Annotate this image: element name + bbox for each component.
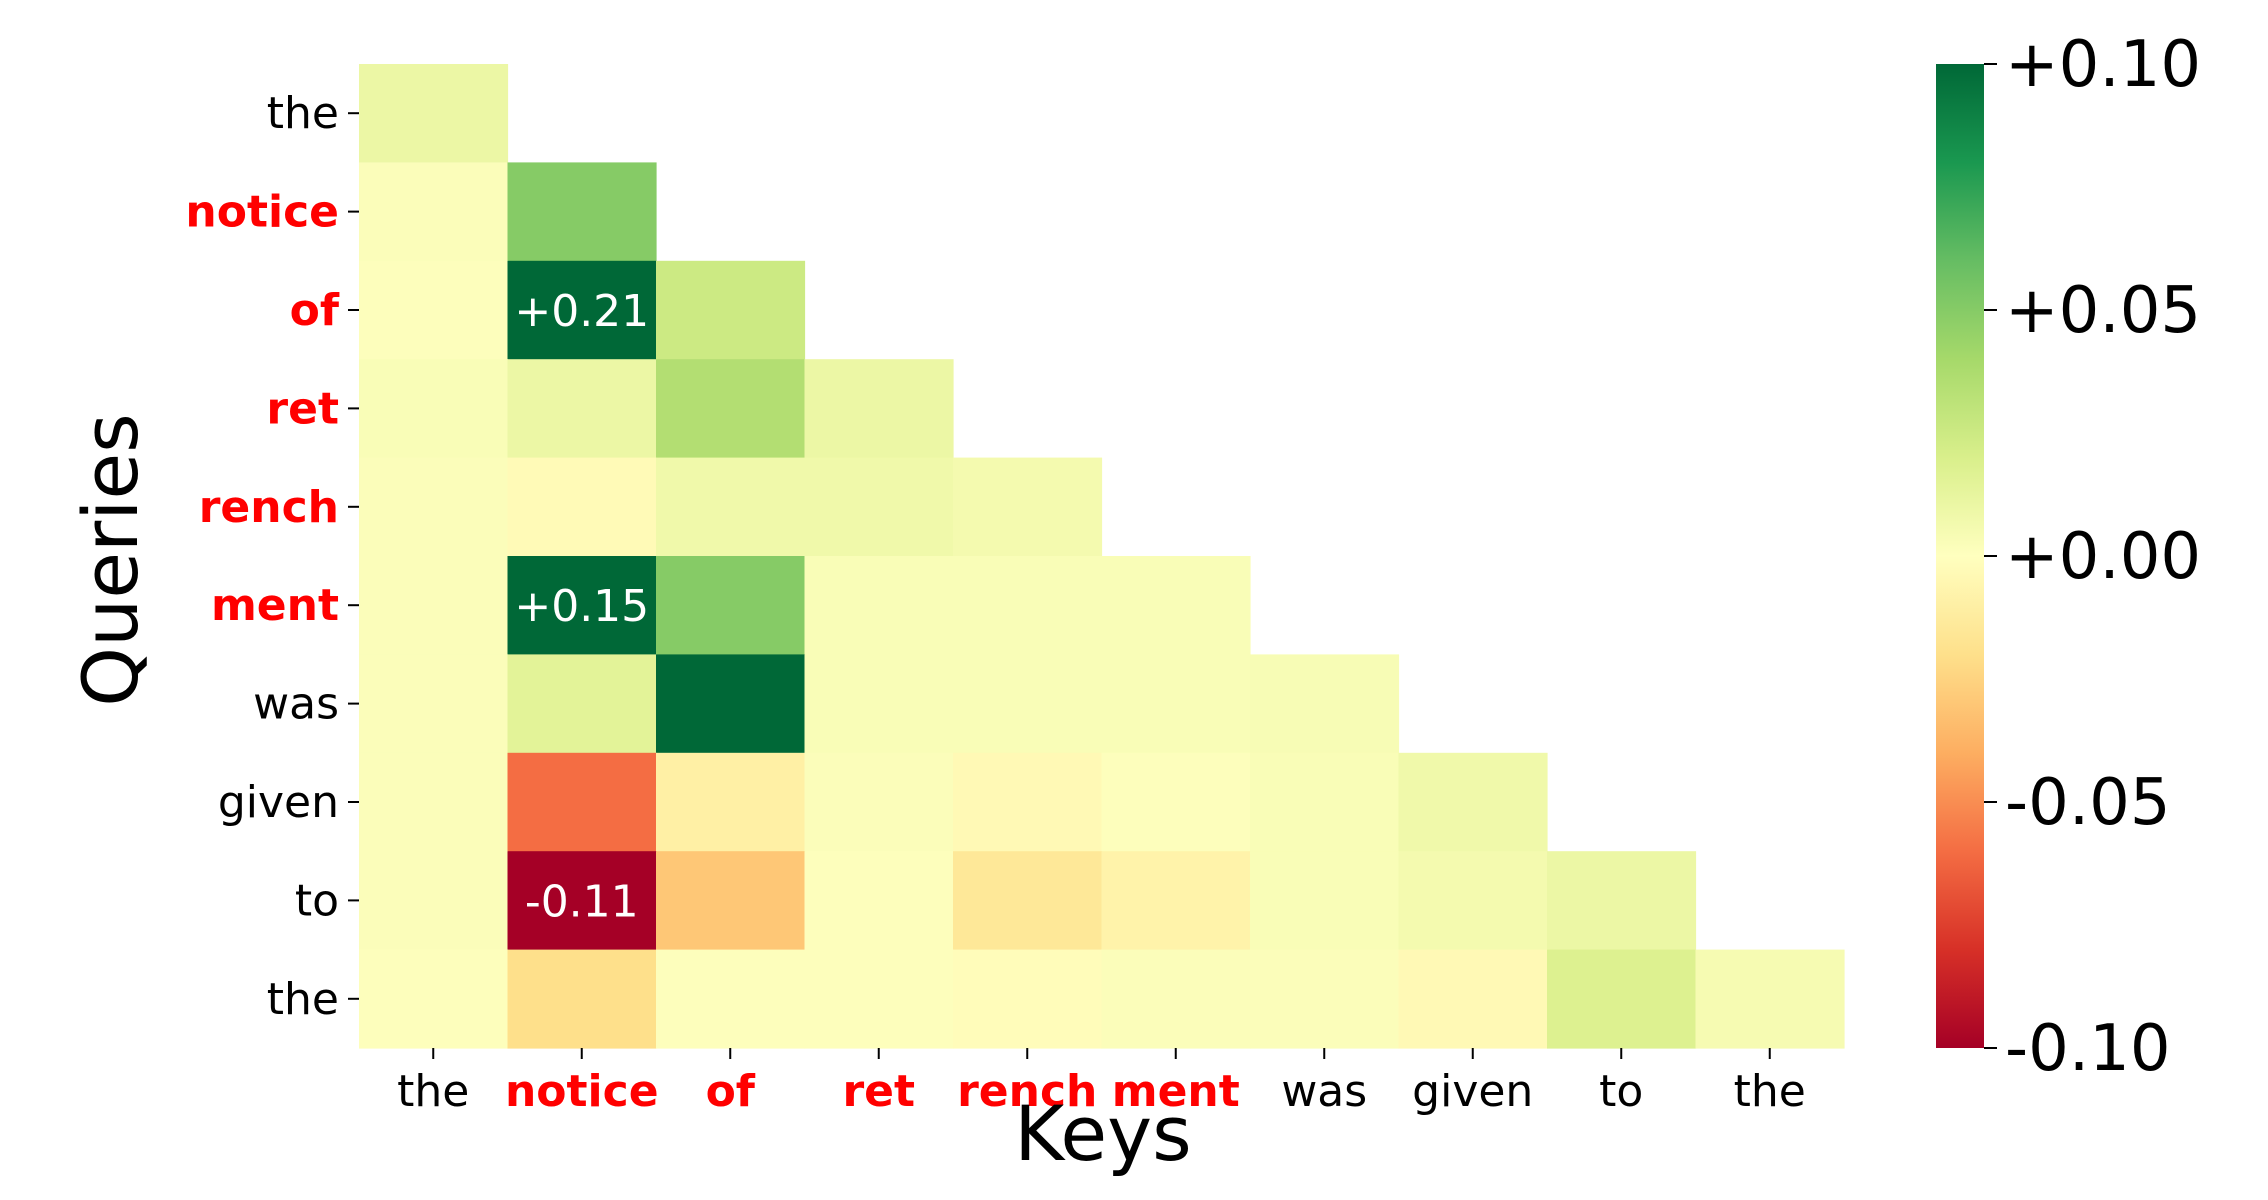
heatmap-cell-r2-c1 — [507, 260, 657, 360]
colorbar — [1936, 64, 1984, 1048]
x-tick-label: notice — [505, 1066, 659, 1117]
heatmap-cell-r3-c0 — [359, 359, 509, 459]
heatmap-cell-r5-c4 — [953, 556, 1103, 655]
colorbar-tick-label: -0.10 — [2005, 1012, 2171, 1086]
heatmap-cell-r6-c5 — [1101, 654, 1251, 754]
colorbar-tick-label: +0.00 — [2005, 520, 2201, 594]
x-tick-label: given — [1412, 1066, 1533, 1117]
x-tick-label: ret — [842, 1066, 915, 1117]
heatmap-cell-r8-c4 — [953, 851, 1103, 951]
heatmap-cell-r8-c0 — [359, 851, 509, 951]
cell-annotation: +0.21 — [514, 286, 649, 337]
heatmap-cell-r9-c3 — [804, 949, 954, 1049]
x-axis-ticks: the notice of ret rench ment was given to the — [397, 1048, 1806, 1117]
heatmap-cell-r5-c2 — [656, 556, 806, 655]
y-tick-label: given — [218, 777, 339, 828]
heatmap-cell-r9-c4 — [953, 949, 1103, 1049]
heatmap-cell-r9-c2 — [656, 949, 806, 1049]
heatmap-cell-r8-c1 — [507, 851, 657, 951]
heatmap-cell-r6-c3 — [804, 654, 954, 754]
heatmap-cell-r0-c0 — [359, 64, 509, 163]
heatmap-cell-r1-c1 — [507, 162, 657, 262]
heatmap-cell-r2-c0 — [359, 260, 509, 360]
heatmap-cell-r9-c5 — [1101, 949, 1251, 1049]
heatmap-cell-r7-c6 — [1250, 752, 1400, 852]
heatmap-cell-r7-c0 — [359, 752, 509, 852]
heatmap-cell-r6-c2 — [656, 654, 806, 754]
heatmap-cells — [359, 64, 1845, 1049]
colorbar-tick-label: +0.10 — [2005, 28, 2201, 102]
heatmap-cell-r5-c0 — [359, 556, 509, 655]
heatmap-cell-r4-c2 — [656, 457, 806, 557]
x-tick-label: rench — [957, 1066, 1097, 1117]
cell-annotations: +0.21 +0.15 -0.11 — [514, 286, 649, 927]
y-axis-ticks: the notice of ret rench ment was given to the — [185, 88, 359, 1025]
heatmap-cell-r4-c4 — [953, 457, 1103, 557]
y-tick-label: the — [267, 974, 339, 1025]
y-tick-label: ment — [211, 580, 339, 631]
heatmap-cell-r4-c1 — [507, 457, 657, 557]
cell-annotation: -0.11 — [525, 876, 639, 927]
heatmap-cell-r9-c0 — [359, 949, 509, 1049]
y-tick-label: to — [295, 875, 339, 926]
heatmap-cell-r7-c4 — [953, 752, 1103, 852]
y-axis-label: Queries — [66, 413, 155, 706]
y-tick-label: rench — [199, 482, 339, 533]
heatmap-cell-r8-c5 — [1101, 851, 1251, 951]
heatmap-cell-r7-c3 — [804, 752, 954, 852]
heatmap-cell-r5-c5 — [1101, 556, 1251, 655]
heatmap-cell-r3-c2 — [656, 359, 806, 459]
x-tick-label: of — [706, 1066, 756, 1117]
heatmap-cell-r8-c6 — [1250, 851, 1400, 951]
x-tick-label: the — [397, 1066, 469, 1117]
heatmap-cell-r6-c4 — [953, 654, 1103, 754]
x-tick-label: was — [1281, 1066, 1367, 1117]
y-tick-label: notice — [185, 187, 339, 238]
heatmap-cell-r7-c7 — [1398, 752, 1548, 852]
heatmap-cell-r4-c3 — [804, 457, 954, 557]
heatmap-cell-r9-c9 — [1695, 949, 1845, 1049]
x-tick-label: to — [1599, 1066, 1643, 1117]
heatmap-cell-r7-c1 — [507, 752, 657, 852]
y-tick-label: the — [267, 88, 339, 139]
heatmap-cell-r9-c1 — [507, 949, 657, 1049]
heatmap-cell-r9-c6 — [1250, 949, 1400, 1049]
heatmap-cell-r5-c1 — [507, 556, 657, 655]
colorbar-tick-label: +0.05 — [2005, 274, 2201, 348]
x-axis-label: Keys — [1014, 1089, 1191, 1178]
heatmap-cell-r6-c1 — [507, 654, 657, 754]
heatmap-cell-r3-c3 — [804, 359, 954, 459]
colorbar-ticks: +0.10 +0.05 +0.00 -0.05 -0.10 — [1984, 28, 2201, 1086]
heatmap-cell-r9-c7 — [1398, 949, 1548, 1049]
heatmap-cell-r9-c8 — [1547, 949, 1697, 1049]
x-tick-label: ment — [1112, 1066, 1240, 1117]
heatmap-cell-r7-c2 — [656, 752, 806, 852]
heatmap-cell-r8-c8 — [1547, 851, 1697, 951]
heatmap-cell-r4-c0 — [359, 457, 509, 557]
cell-annotation: +0.15 — [514, 581, 649, 632]
heatmap-cell-r6-c0 — [359, 654, 509, 754]
y-tick-label: was — [253, 679, 339, 730]
colorbar-tick-label: -0.05 — [2005, 766, 2171, 840]
heatmap-cell-r5-c3 — [804, 556, 954, 655]
heatmap-cell-r3-c1 — [507, 359, 657, 459]
y-tick-label: of — [290, 285, 340, 336]
heatmap-cell-r8-c2 — [656, 851, 806, 951]
heatmap-cell-r8-c3 — [804, 851, 954, 951]
heatmap-cell-r7-c5 — [1101, 752, 1251, 852]
heatmap-cell-r6-c6 — [1250, 654, 1400, 754]
heatmap-cell-r2-c2 — [656, 260, 806, 360]
y-tick-label: ret — [266, 383, 339, 434]
heatmap-cell-r8-c7 — [1398, 851, 1548, 951]
heatmap-cell-r1-c0 — [359, 162, 509, 262]
x-tick-label: the — [1734, 1066, 1806, 1117]
